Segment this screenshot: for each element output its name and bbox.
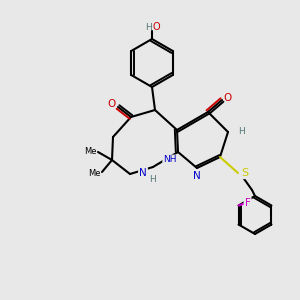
Text: F: F <box>244 197 250 208</box>
Text: H: H <box>145 22 152 32</box>
Text: Me: Me <box>88 169 100 178</box>
Text: NH: NH <box>163 155 177 164</box>
Text: Me: Me <box>84 148 96 157</box>
Text: O: O <box>224 93 232 103</box>
Text: N: N <box>139 168 147 178</box>
Text: H: H <box>238 128 245 136</box>
Text: H: H <box>148 176 155 184</box>
Text: S: S <box>242 168 249 178</box>
Text: O: O <box>108 99 116 109</box>
Text: N: N <box>193 171 201 181</box>
Text: O: O <box>152 22 160 32</box>
